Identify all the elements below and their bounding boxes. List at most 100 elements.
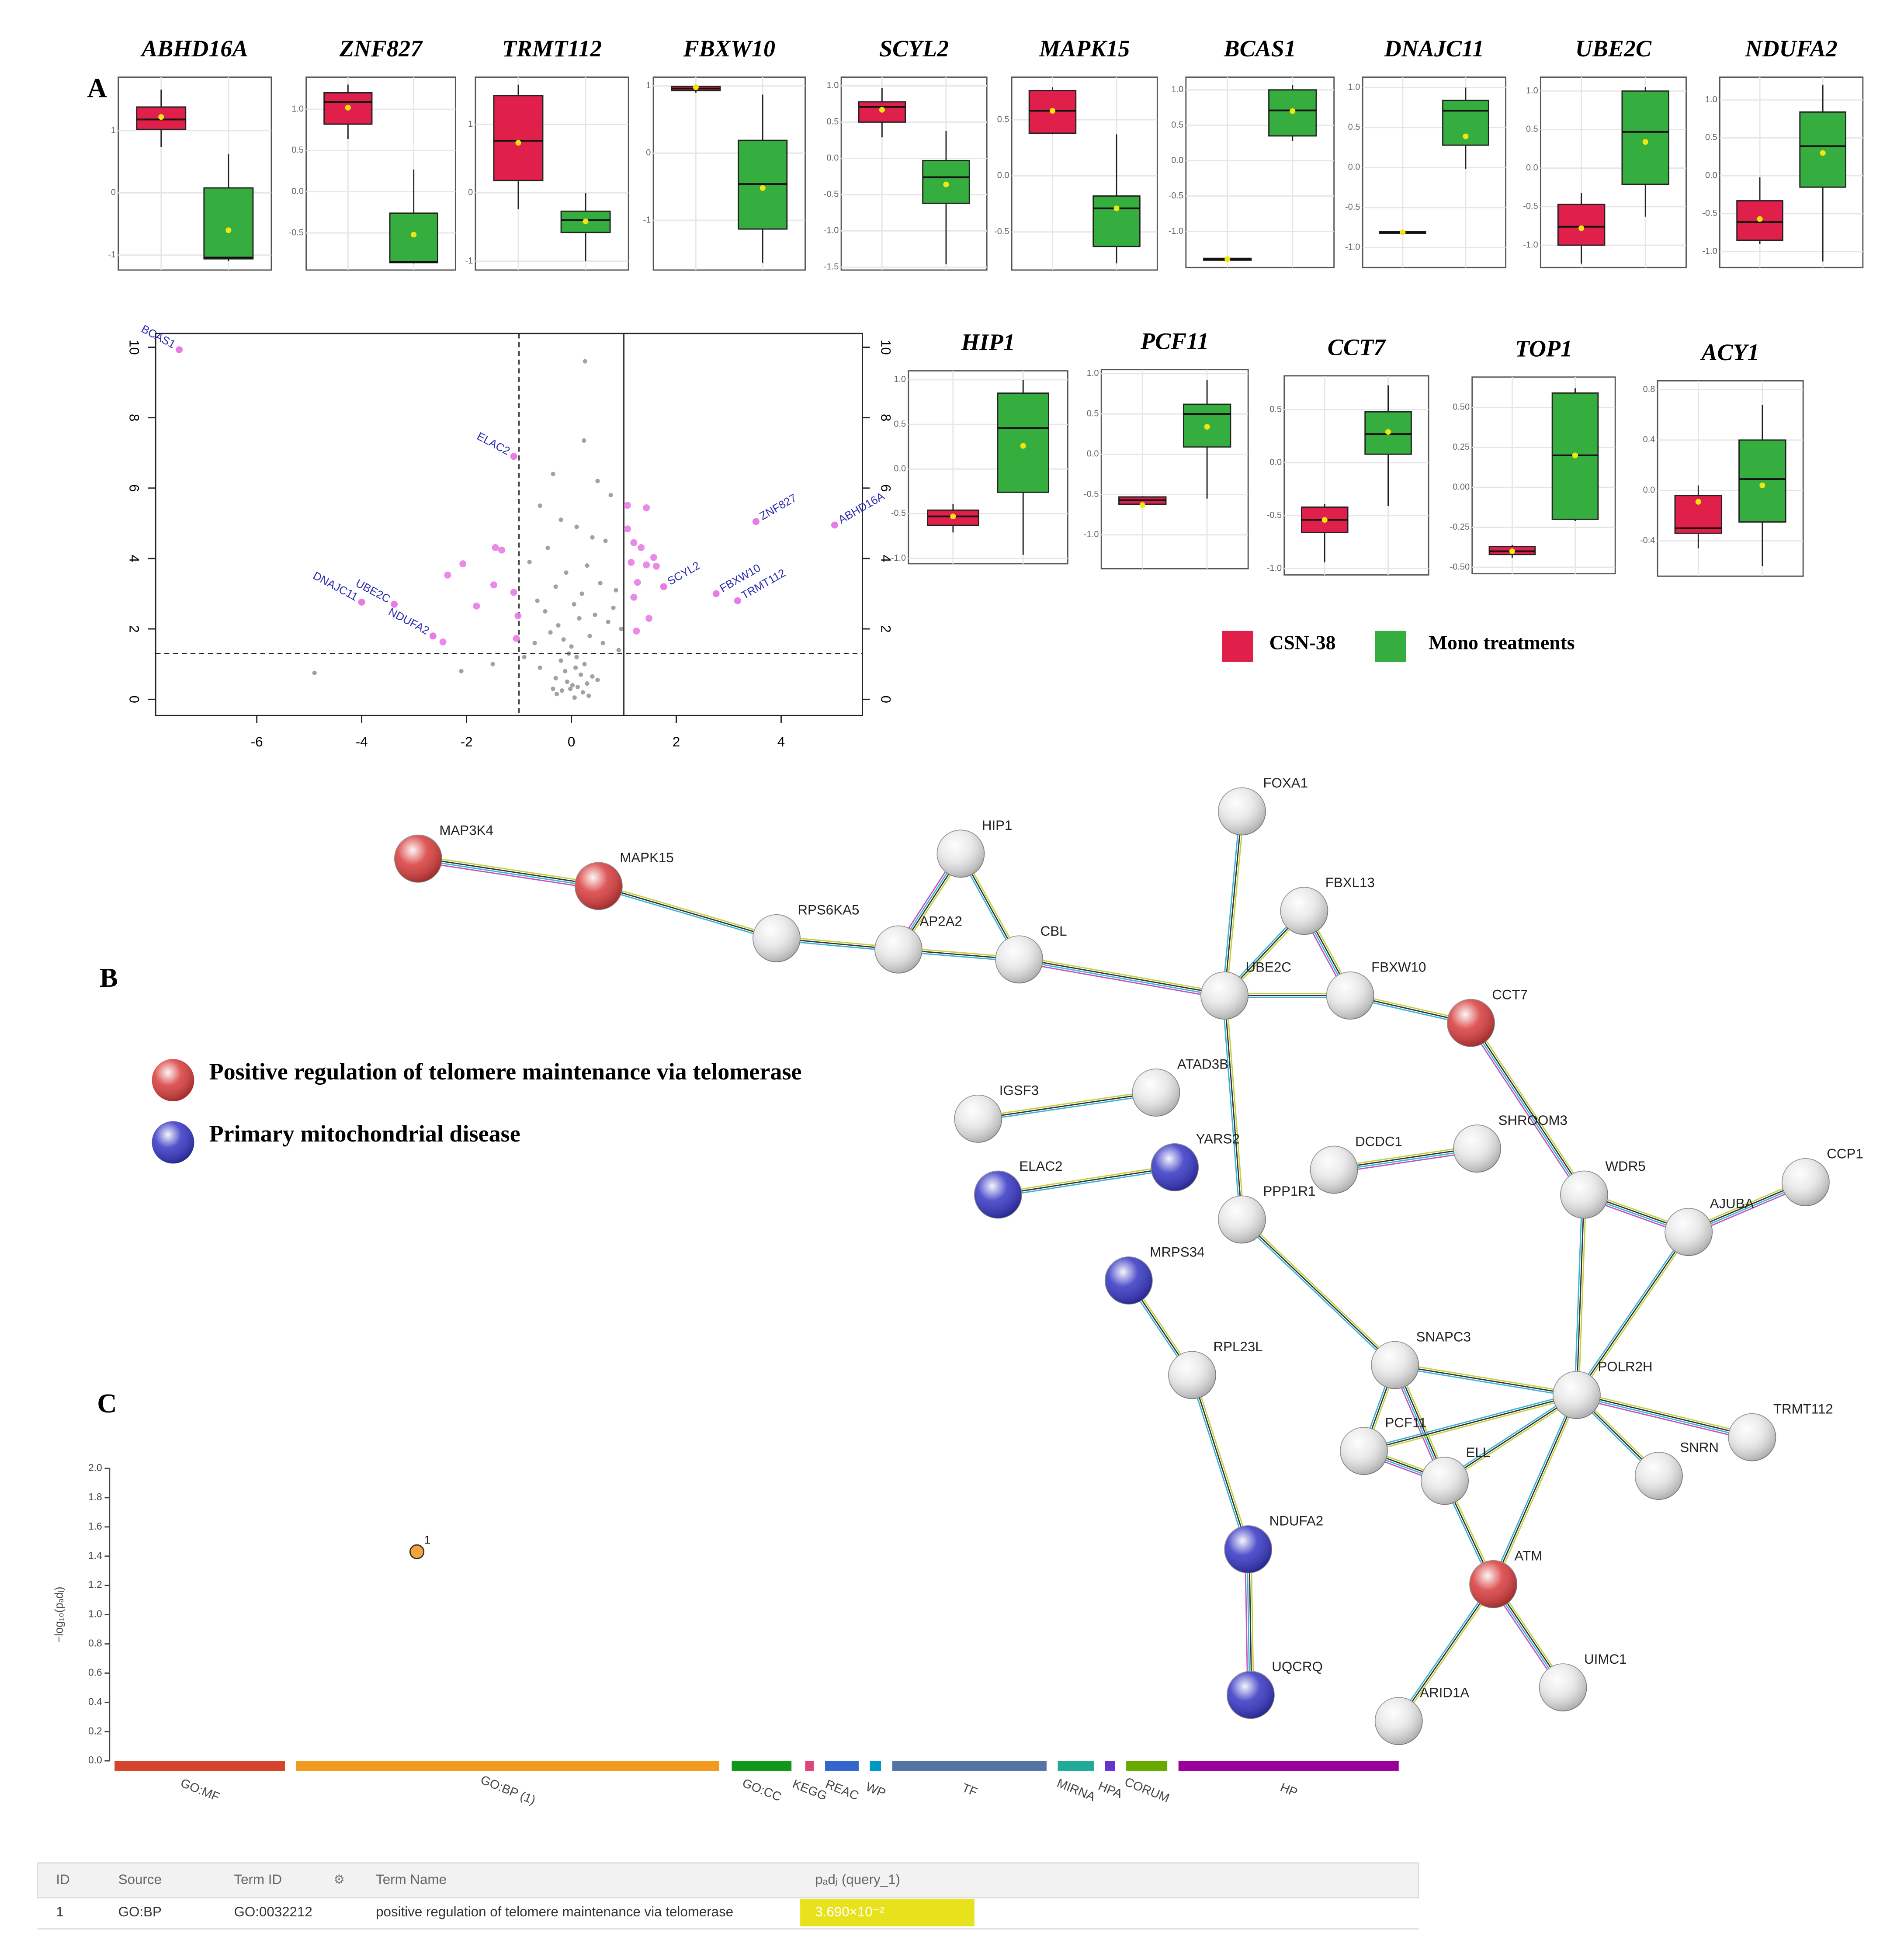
point bbox=[598, 581, 603, 586]
source-bar bbox=[892, 1761, 1047, 1771]
point bbox=[643, 561, 650, 569]
network-edge bbox=[1398, 1584, 1494, 1721]
network-edge bbox=[1394, 1366, 1577, 1398]
labeled-point bbox=[358, 598, 365, 606]
point-label: BCAS1 bbox=[139, 323, 177, 351]
point bbox=[574, 655, 579, 659]
chart-title: CCT7 bbox=[1328, 334, 1386, 361]
y-tick-label: -1.0 bbox=[1267, 563, 1282, 573]
point bbox=[650, 554, 657, 561]
point bbox=[582, 662, 587, 666]
network-edge bbox=[1471, 1022, 1586, 1195]
mean bbox=[1572, 452, 1578, 458]
network-edge bbox=[998, 1166, 1175, 1195]
node-shine bbox=[1280, 887, 1328, 935]
point bbox=[473, 602, 480, 610]
point-label: ZNF827 bbox=[758, 492, 799, 523]
y-tick-label: 6 bbox=[127, 484, 142, 492]
y-tick-label: 0.4 bbox=[1643, 435, 1655, 444]
table-cell: 3.690×10⁻² bbox=[815, 1904, 884, 1919]
node-shine bbox=[937, 830, 985, 878]
source-label: HPA bbox=[1096, 1779, 1124, 1801]
panel-label: C bbox=[97, 1388, 117, 1419]
mean bbox=[411, 232, 417, 238]
y-tick-label: 0 bbox=[127, 696, 142, 703]
point bbox=[583, 359, 587, 364]
network-edge bbox=[997, 1165, 1175, 1194]
network-edge bbox=[1575, 1230, 1688, 1395]
mean bbox=[515, 140, 521, 146]
y-tick-label: 8 bbox=[127, 414, 142, 421]
node-shine bbox=[954, 1095, 1002, 1142]
y-tick-label: -0.5 bbox=[891, 509, 906, 518]
mean bbox=[1400, 229, 1406, 236]
network-edge bbox=[1578, 1194, 1587, 1395]
y-tick-label: 0.0 bbox=[894, 464, 906, 474]
network-edge bbox=[1249, 1549, 1252, 1695]
network-edge bbox=[1574, 1194, 1583, 1395]
point-label: NDUFA2 bbox=[386, 606, 431, 637]
network-edge bbox=[1222, 811, 1241, 996]
node-label: MAPK15 bbox=[620, 850, 674, 865]
y-tick-label: 0.4 bbox=[88, 1696, 102, 1707]
network-edge bbox=[1020, 956, 1225, 993]
y-tick-label: -0.25 bbox=[1450, 522, 1470, 532]
y-tick-label: 1.8 bbox=[88, 1491, 102, 1502]
network-edge bbox=[1244, 1549, 1249, 1695]
labeled-point bbox=[752, 518, 760, 525]
y-tick-label: 0.8 bbox=[88, 1638, 102, 1649]
point bbox=[439, 638, 447, 645]
box bbox=[389, 212, 438, 264]
network-edge bbox=[1191, 1375, 1249, 1550]
node-label: CBL bbox=[1040, 923, 1067, 939]
point bbox=[563, 669, 568, 673]
point bbox=[586, 694, 591, 698]
point bbox=[543, 609, 548, 614]
mean bbox=[1113, 205, 1120, 212]
y-tick-label: 1.0 bbox=[1348, 83, 1360, 92]
y-tick-label: 0.5 bbox=[291, 146, 304, 155]
node-shine bbox=[1340, 1427, 1388, 1475]
table-header: pₐdⱼ (query_1) bbox=[815, 1872, 900, 1887]
chart-title: TRMT112 bbox=[502, 35, 602, 62]
network-edge bbox=[1395, 1362, 1577, 1394]
legend-label: Positive regulation of telomere maintena… bbox=[209, 1058, 802, 1085]
network-edge bbox=[1469, 1023, 1584, 1196]
point bbox=[582, 438, 586, 443]
y-tick-label: -0.5 bbox=[1267, 510, 1282, 520]
node-label: FBXL13 bbox=[1325, 875, 1375, 890]
node-shine bbox=[1539, 1664, 1587, 1711]
chart-title: DNAJC11 bbox=[1384, 35, 1484, 62]
point bbox=[553, 584, 558, 589]
network-edge bbox=[1577, 1391, 1753, 1435]
y-tick-label: 0.5 bbox=[1171, 120, 1183, 130]
y2-tick-label: 2 bbox=[878, 625, 893, 632]
y-tick-label: 0.5 bbox=[1348, 122, 1360, 132]
y-tick-label: 0.5 bbox=[1269, 405, 1282, 414]
point bbox=[564, 570, 569, 575]
labeled-point bbox=[734, 597, 741, 604]
mean bbox=[1642, 139, 1648, 145]
node-shine bbox=[1635, 1452, 1682, 1500]
point bbox=[611, 605, 616, 610]
y-tick-label: 0.25 bbox=[1453, 442, 1470, 452]
node-shine bbox=[1560, 1171, 1608, 1218]
x-tick-label: -6 bbox=[251, 734, 263, 749]
point bbox=[590, 535, 595, 540]
y-tick-label: 1.0 bbox=[1526, 86, 1538, 96]
point-label: SCYL2 bbox=[666, 559, 702, 588]
point bbox=[558, 658, 563, 663]
labeled-point bbox=[176, 346, 183, 354]
point bbox=[606, 619, 610, 625]
y-tick-label: -1.0 bbox=[891, 553, 906, 563]
node-label: FBXW10 bbox=[1371, 960, 1426, 975]
node-label: UQCRQ bbox=[1272, 1659, 1323, 1674]
network-edge bbox=[1190, 1375, 1247, 1550]
point bbox=[603, 538, 608, 543]
chart-title: FBXW10 bbox=[683, 35, 775, 62]
y-tick-label: -1 bbox=[643, 215, 651, 225]
network-edge bbox=[1492, 1395, 1578, 1585]
point bbox=[545, 545, 550, 550]
y-tick-label: -1.0 bbox=[1702, 246, 1717, 256]
point bbox=[643, 504, 650, 511]
